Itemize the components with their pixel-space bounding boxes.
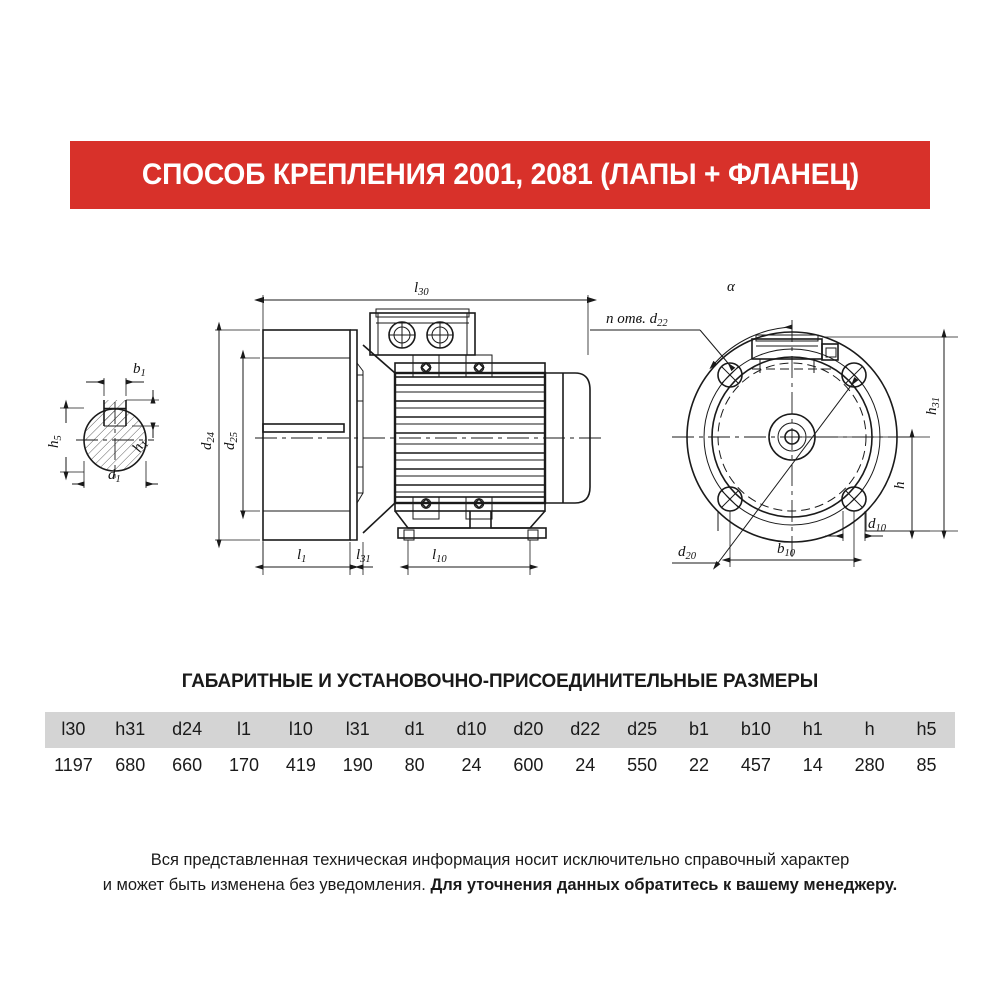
table-cell: 190 xyxy=(329,748,387,784)
col-header: d20 xyxy=(500,712,557,748)
label-n-holes: n отв. d22 xyxy=(606,311,668,329)
table-cell: 85 xyxy=(898,748,955,784)
terminal-box xyxy=(369,308,476,356)
col-header: b1 xyxy=(670,712,728,748)
col-header: l10 xyxy=(272,712,330,748)
disclaimer-bold: Для уточнения данных обратитесь к вашему… xyxy=(430,876,898,894)
bottom-bolt-right xyxy=(473,497,485,510)
table-cell: 680 xyxy=(101,748,159,784)
disclaimer-normal: и может быть изменена без уведомления. xyxy=(102,876,431,894)
label-l30: l30 xyxy=(414,280,429,298)
col-header: h1 xyxy=(784,712,842,748)
shaft-keyway-cross-section: b1 h5 h1 d1 xyxy=(46,361,159,488)
label-h: h xyxy=(892,482,908,490)
label-d24: d24 xyxy=(199,431,217,450)
label-b1: b1 xyxy=(133,361,146,379)
technical-drawing: b1 h5 h1 d1 xyxy=(0,245,1000,600)
table-cell: 80 xyxy=(386,748,444,784)
col-header: d25 xyxy=(613,712,671,748)
terminal-box-front xyxy=(751,334,839,373)
dimensions-table-wrap: l30 h31 d24 l1 l10 l31 d1 d10 d20 d22 d2… xyxy=(45,712,955,784)
label-l10: l10 xyxy=(432,547,447,565)
table-cell: 14 xyxy=(784,748,842,784)
top-bolt-right xyxy=(473,361,485,374)
label-d20: d20 xyxy=(678,544,697,562)
table-cell: 550 xyxy=(613,748,671,784)
motor-flange-front-view: α n отв. d22 d20 b10 d10 xyxy=(590,279,958,570)
table-cell: 24 xyxy=(443,748,500,784)
col-header: h5 xyxy=(898,712,955,748)
col-header: d10 xyxy=(443,712,500,748)
label-h5: h5 xyxy=(46,435,64,448)
table-cell: 170 xyxy=(215,748,273,784)
table-title: ГАБАРИТНЫЕ И УСТАНОВОЧНО-ПРИСОЕДИНИТЕЛЬН… xyxy=(181,670,819,692)
dimensions-table: l30 h31 d24 l1 l10 l31 d1 d10 d20 d22 d2… xyxy=(45,712,955,784)
table-header-row: l30 h31 d24 l1 l10 l31 d1 d10 d20 d22 d2… xyxy=(45,712,955,748)
bottom-bolt-left xyxy=(420,497,432,510)
col-header: b10 xyxy=(727,712,785,748)
disclaimer-line-2: и может быть изменена без уведомления. Д… xyxy=(0,873,1000,898)
motor-side-view: l30 xyxy=(199,280,605,575)
col-header: l1 xyxy=(215,712,273,748)
table-cell: 660 xyxy=(158,748,216,784)
disclaimer: Вся представленная техническая информаци… xyxy=(0,848,1000,898)
table-cell: 419 xyxy=(272,748,330,784)
label-d25: d25 xyxy=(222,432,240,450)
header-banner: СПОСОБ КРЕПЛЕНИЯ 2001, 2081 (ЛАПЫ + ФЛАН… xyxy=(70,141,930,209)
col-header: l30 xyxy=(45,712,102,748)
table-row: 1197 680 660 170 419 190 80 24 600 24 55… xyxy=(45,748,955,784)
top-bolt-left xyxy=(420,361,432,374)
label-l1: l1 xyxy=(297,547,306,565)
col-header: h31 xyxy=(101,712,159,748)
label-alpha: α xyxy=(727,279,736,295)
col-header: d1 xyxy=(386,712,444,748)
table-cell: 280 xyxy=(841,748,899,784)
table-cell: 22 xyxy=(670,748,728,784)
banner-title: СПОСОБ КРЕПЛЕНИЯ 2001, 2081 (ЛАПЫ + ФЛАН… xyxy=(141,158,859,191)
label-h31: h31 xyxy=(924,397,942,415)
col-header: d24 xyxy=(158,712,216,748)
mounting-feet xyxy=(394,510,547,541)
table-cell: 600 xyxy=(500,748,557,784)
disclaimer-line-1: Вся представленная техническая информаци… xyxy=(150,851,850,869)
col-header: l31 xyxy=(329,712,387,748)
table-cell: 457 xyxy=(727,748,785,784)
col-header: h xyxy=(841,712,899,748)
label-b10: b10 xyxy=(777,541,796,559)
table-cell: 1197 xyxy=(45,748,102,784)
cooling-fins xyxy=(395,384,545,493)
col-header: d22 xyxy=(556,712,614,748)
table-cell: 24 xyxy=(556,748,614,784)
